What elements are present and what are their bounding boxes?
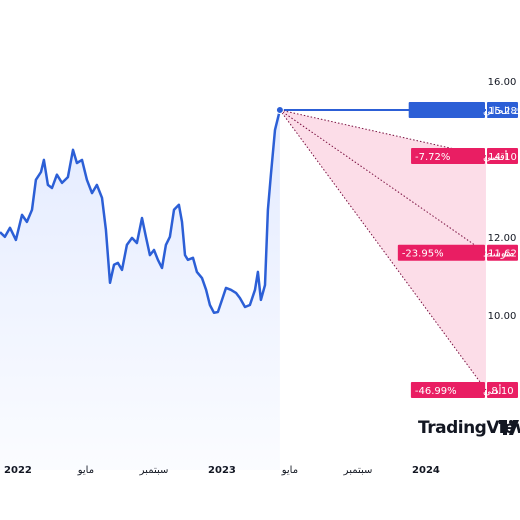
- price-label: 15.28: [488, 106, 517, 117]
- y-tick-label: 10.00: [488, 311, 517, 322]
- x-tick-label: سبتمبر: [139, 465, 169, 476]
- price-box: [487, 244, 518, 261]
- forecast-range: [279, 109, 486, 391]
- x-tick-label: 2023: [208, 465, 236, 476]
- change-label: -7.72%: [415, 152, 450, 163]
- change-label: -46.99%: [415, 386, 457, 397]
- change-label: -23.95%: [402, 249, 444, 260]
- y-tick-label: 16.00: [488, 77, 517, 88]
- area: [0, 110, 280, 470]
- last-point: [275, 105, 284, 114]
- x-tick-label: 2024: [412, 465, 440, 476]
- x-tick-label: مايو: [77, 465, 94, 476]
- x-tick-label: مايو: [281, 465, 298, 476]
- target-name: أقصى: [483, 150, 508, 163]
- price-line: [0, 109, 282, 315]
- price-label: 8.10: [491, 386, 513, 397]
- brand-logo: [499, 420, 519, 435]
- label-box: [397, 244, 485, 261]
- x-tick-label: سبتمبر: [343, 465, 373, 476]
- label-box: [411, 148, 485, 165]
- current-name: الاشتراك الحالي: [483, 106, 520, 117]
- target-name: أدنى: [483, 384, 502, 397]
- price-box: [487, 101, 518, 118]
- price-box: [487, 148, 518, 165]
- price-label: 11.62: [488, 249, 517, 260]
- brand: TradingView: [418, 418, 520, 438]
- label-box: [410, 382, 485, 399]
- target-name: متوسط: [483, 249, 514, 260]
- price-label: 14.10: [488, 152, 517, 163]
- x-tick-label: 2022: [4, 465, 32, 476]
- y-tick-label: 12.00: [488, 233, 517, 244]
- label-box: [408, 101, 485, 118]
- price-box: [487, 382, 518, 399]
